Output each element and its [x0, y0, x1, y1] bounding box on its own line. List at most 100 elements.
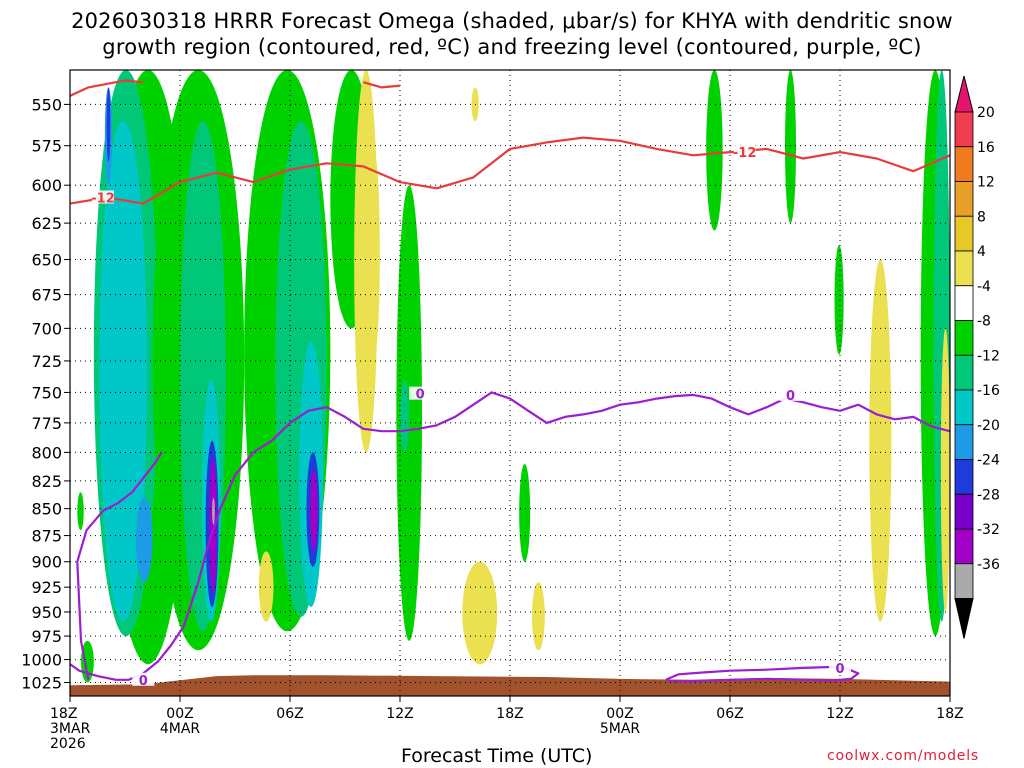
x-tick-label-5-1: 5MAR [600, 721, 641, 737]
omega-area-19 [368, 153, 380, 355]
contour-label-2: 0 [416, 388, 425, 403]
colorbar-bin-1 [954, 146, 974, 182]
y-tick-label-625: 625 [31, 214, 62, 233]
colorbar-bin-2 [954, 181, 974, 217]
contour-label-3: 0 [786, 389, 795, 404]
colorbar-label-6: -8 [977, 314, 991, 330]
x-tick-label-3-0: 12Z [386, 706, 413, 722]
colorbar-label-13: -36 [977, 557, 1000, 573]
colorbar-bin-12 [954, 528, 974, 565]
omega-area-20 [396, 185, 422, 641]
x-axis-label: Forecast Time (UTC) [401, 745, 593, 767]
y-tick-label-1000: 1000 [21, 651, 62, 670]
y-tick-label-700: 700 [31, 319, 62, 338]
y-axis: 550 575 600 625 650 675 700 725 750 775 800 825 850 8… [21, 95, 70, 693]
y-tick-label-725: 725 [31, 352, 62, 371]
colorbar-bin-7 [954, 354, 974, 391]
omega-area-11 [212, 497, 215, 525]
colorbar-label-12: -32 [977, 522, 1000, 538]
dgz-contour-top-right [363, 81, 401, 89]
y-tick-label-1025: 1025 [21, 674, 62, 693]
x-tick-label-1-1: 4MAR [160, 721, 201, 737]
omega-area-4 [106, 87, 111, 162]
colorbar-top-arrow [954, 75, 974, 113]
chart-title: 2026030318 HRRR Forecast Omega (shaded, … [0, 8, 1024, 60]
x-tick-label-2-0: 06Z [276, 706, 303, 722]
x-tick-label-7-0: 12Z [826, 706, 853, 722]
dgz-contour-minus12 [70, 136, 950, 205]
x-tick-label-0-2: 2026 [50, 736, 86, 752]
contour-label-bg-1 [733, 145, 756, 159]
omega-area-5 [136, 497, 153, 583]
y-tick-label-900: 900 [31, 553, 62, 572]
contour-label-bg-3 [779, 387, 802, 401]
colorbar-bin-4 [954, 250, 974, 287]
y-tick-label-800: 800 [31, 443, 62, 462]
colorbar-label-2: 12 [977, 175, 995, 191]
omega-area-35 [940, 328, 950, 612]
y-tick-label-650: 650 [31, 251, 62, 270]
omega-area-29 [785, 70, 796, 224]
omega-area-25 [258, 551, 274, 622]
contour-label-bg-2 [409, 386, 432, 400]
colorbar-bin-3 [954, 215, 974, 252]
colorbar-bin-10 [954, 459, 974, 495]
credit-text: coolwx.com/models [827, 748, 980, 764]
colorbar-label-4: 4 [977, 244, 986, 260]
omega-area-2 [99, 121, 147, 622]
colorbar-label-7: -12 [977, 348, 1000, 364]
colorbar-label-8: -16 [977, 383, 1000, 399]
omega-area-24 [532, 582, 545, 651]
freezing-level-contour-lower [665, 665, 860, 683]
omega-area-28 [706, 70, 723, 231]
colorbar-bottom-arrow [954, 598, 974, 639]
contour-label-bg-4 [829, 660, 851, 674]
colorbar-bin-0 [954, 111, 974, 148]
y-tick-label-775: 775 [31, 414, 62, 433]
freezing-level-contour-west [76, 451, 163, 681]
contour-labels: -12 -12 0 0 0 0 [91, 145, 851, 689]
omega-area-16 [310, 469, 318, 552]
x-tick-label-1-0: 00Z [166, 706, 193, 722]
omega-area-21 [400, 379, 410, 453]
y-tick-label-975: 975 [31, 627, 62, 646]
colorbar-label-11: -28 [977, 487, 1000, 503]
colorbar-label-10: -24 [977, 453, 1000, 469]
contour-label-bg-0 [92, 190, 114, 204]
x-tick-label-8-0: 18Z [936, 706, 963, 722]
colorbar-label-9: -20 [977, 418, 1000, 434]
dgz-contour-top-left [70, 79, 144, 97]
colorbar-legend: 20 16 12 8 4 -4 -8 -12 -16 -20 -24 -28 -32 -36 [954, 75, 1000, 639]
y-tick-label-750: 750 [31, 383, 62, 402]
omega-area-23 [462, 561, 498, 665]
colorbar-label-1: 16 [977, 140, 995, 156]
contour-label-4: 0 [835, 662, 844, 677]
y-tick-label-850: 850 [31, 500, 62, 519]
colorbar-bin-13 [954, 563, 974, 599]
y-tick-label-575: 575 [31, 137, 62, 156]
omega-area-27 [77, 492, 84, 531]
omega-area-31 [869, 259, 892, 622]
y-tick-label-875: 875 [31, 527, 62, 546]
contour-label-bg-5 [132, 672, 155, 686]
x-tick-label-0-0: 18Z [50, 706, 77, 722]
colorbar-bin-6 [954, 320, 974, 356]
contour-label-0: -12 [91, 192, 115, 207]
omega-area-30 [834, 245, 844, 355]
colorbar-label-5: -4 [977, 279, 991, 295]
colorbar-label-3: 8 [977, 209, 986, 225]
y-tick-label-550: 550 [31, 95, 62, 114]
x-tick-label-4-0: 18Z [496, 706, 523, 722]
chart-grid [69, 70, 951, 696]
chart-title-line-1: 2026030318 HRRR Forecast Omega (shaded, … [71, 9, 953, 33]
colorbar-bin-8 [954, 389, 974, 426]
colorbar-bin-9 [954, 424, 974, 460]
colorbar-label-0: 20 [977, 105, 995, 121]
x-tick-label-5-0: 00Z [606, 706, 633, 722]
x-tick-label-0-1: 3MAR [50, 721, 91, 737]
colorbar-bin-11 [954, 493, 974, 530]
y-tick-label-675: 675 [31, 286, 62, 305]
omega-shading [70, 70, 950, 696]
